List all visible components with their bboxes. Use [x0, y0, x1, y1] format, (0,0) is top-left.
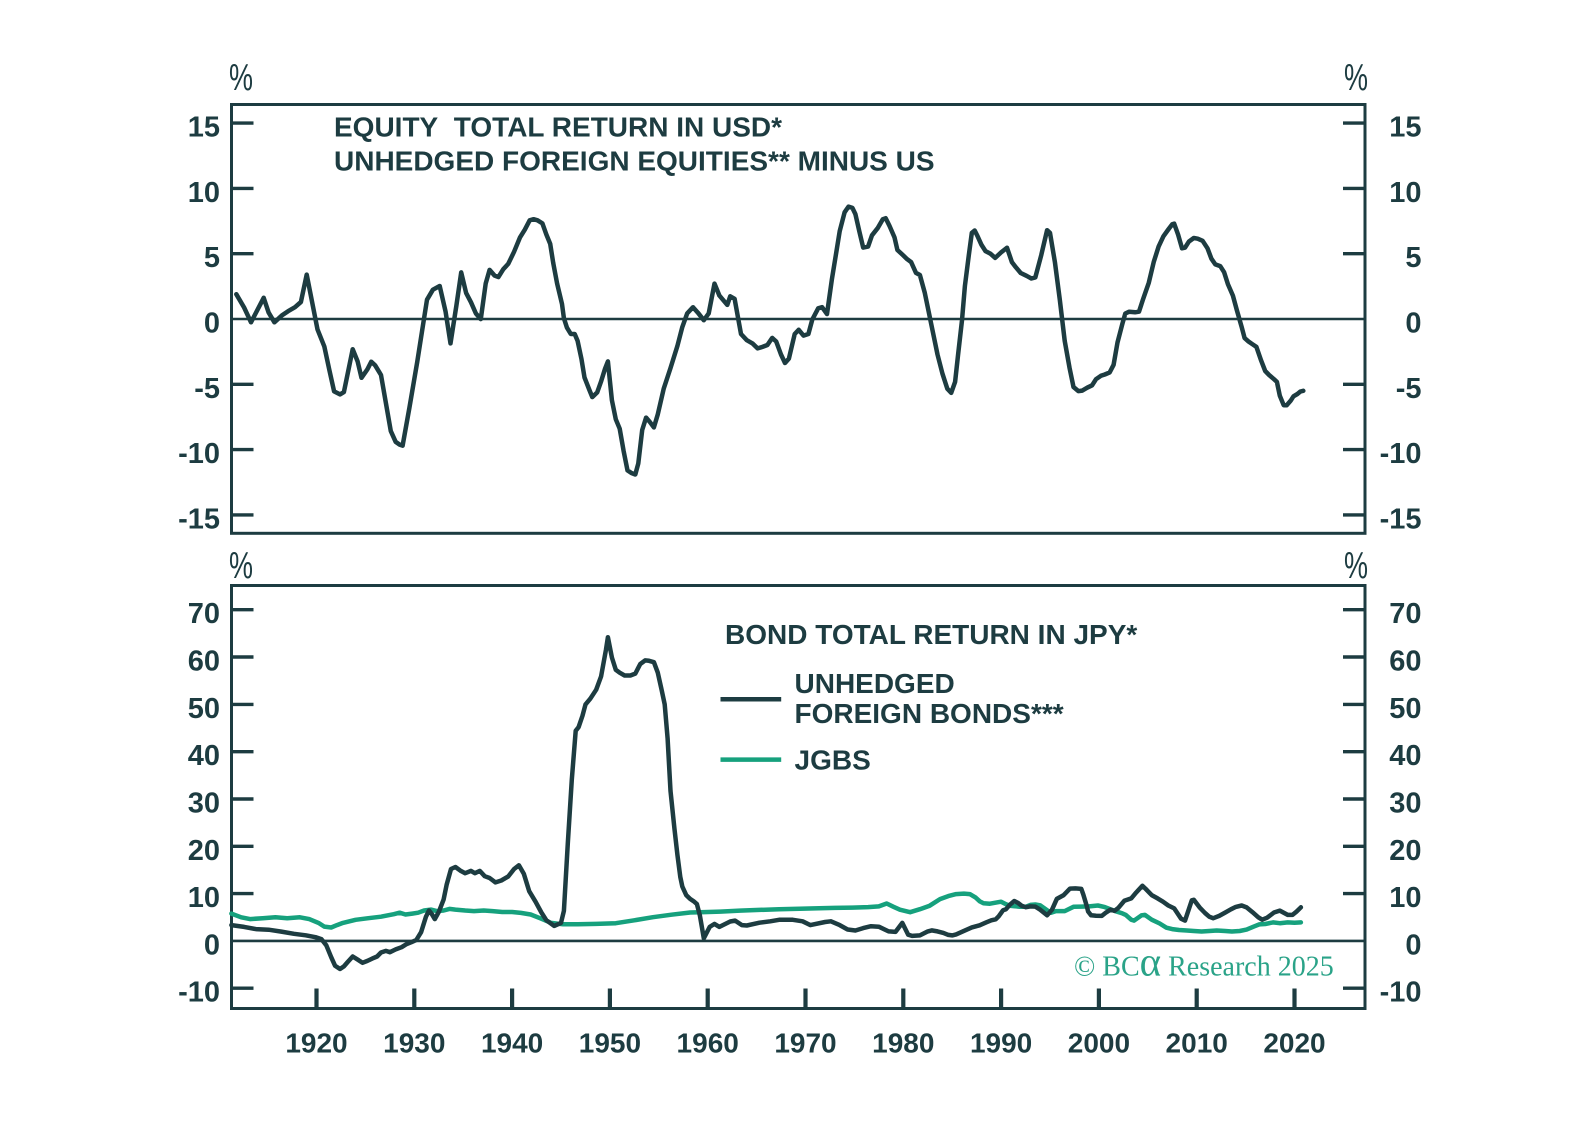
- svg-text:60: 60: [1389, 646, 1421, 678]
- svg-text:-10: -10: [1380, 438, 1422, 470]
- svg-text:BOND TOTAL RETURN IN JPY*: BOND TOTAL RETURN IN JPY*: [725, 619, 1137, 650]
- svg-text:50: 50: [188, 693, 220, 725]
- svg-text:-10: -10: [178, 977, 220, 1009]
- svg-text:0: 0: [1405, 308, 1421, 340]
- svg-text:10: 10: [188, 882, 220, 914]
- svg-text:2020: 2020: [1263, 1028, 1325, 1059]
- svg-text:0: 0: [1405, 929, 1421, 961]
- svg-text:-5: -5: [1396, 373, 1422, 405]
- svg-text:20: 20: [188, 835, 220, 867]
- svg-text:10: 10: [1389, 177, 1421, 209]
- svg-text:10: 10: [188, 177, 220, 209]
- svg-text:5: 5: [204, 242, 220, 274]
- svg-text:50: 50: [1389, 693, 1421, 725]
- svg-text:20: 20: [1389, 835, 1421, 867]
- svg-text:70: 70: [188, 598, 220, 630]
- svg-text:1960: 1960: [677, 1028, 739, 1059]
- svg-text:60: 60: [188, 646, 220, 678]
- svg-text:UNHEDGED: UNHEDGED: [795, 668, 955, 699]
- svg-text:40: 40: [188, 740, 220, 772]
- svg-text:-10: -10: [1380, 977, 1422, 1009]
- svg-text:-15: -15: [1380, 503, 1422, 535]
- svg-text:15: 15: [1389, 112, 1421, 144]
- svg-text:40: 40: [1389, 740, 1421, 772]
- svg-text:30: 30: [1389, 788, 1421, 820]
- svg-text:15: 15: [188, 112, 220, 144]
- svg-text:%: %: [229, 545, 253, 587]
- svg-text:%: %: [229, 57, 253, 99]
- svg-text:%: %: [1344, 545, 1368, 587]
- svg-text:UNHEDGED FOREIGN EQUITIES** MI: UNHEDGED FOREIGN EQUITIES** MINUS US: [334, 146, 935, 177]
- svg-text:1950: 1950: [579, 1028, 641, 1059]
- svg-text:EQUITY TOTAL RETURN IN USD*: EQUITY TOTAL RETURN IN USD*: [334, 112, 782, 143]
- svg-text:2010: 2010: [1166, 1028, 1228, 1059]
- svg-text:1930: 1930: [383, 1028, 445, 1059]
- svg-text:1920: 1920: [285, 1028, 347, 1059]
- svg-text:%: %: [1344, 57, 1368, 99]
- svg-text:1940: 1940: [481, 1028, 543, 1059]
- svg-text:2000: 2000: [1068, 1028, 1130, 1059]
- svg-text:5: 5: [1405, 242, 1421, 274]
- svg-text:1980: 1980: [872, 1028, 934, 1059]
- svg-text:-5: -5: [194, 373, 220, 405]
- svg-text:1970: 1970: [774, 1028, 836, 1059]
- svg-text:30: 30: [188, 788, 220, 820]
- svg-text:1990: 1990: [970, 1028, 1032, 1059]
- svg-text:-15: -15: [178, 503, 220, 535]
- svg-text:10: 10: [1389, 882, 1421, 914]
- svg-text:70: 70: [1389, 598, 1421, 630]
- svg-text:0: 0: [204, 929, 220, 961]
- svg-text:0: 0: [204, 308, 220, 340]
- svg-text:-10: -10: [178, 438, 220, 470]
- svg-text:JGBS: JGBS: [795, 745, 871, 776]
- svg-text:FOREIGN BONDS***: FOREIGN BONDS***: [795, 698, 1064, 729]
